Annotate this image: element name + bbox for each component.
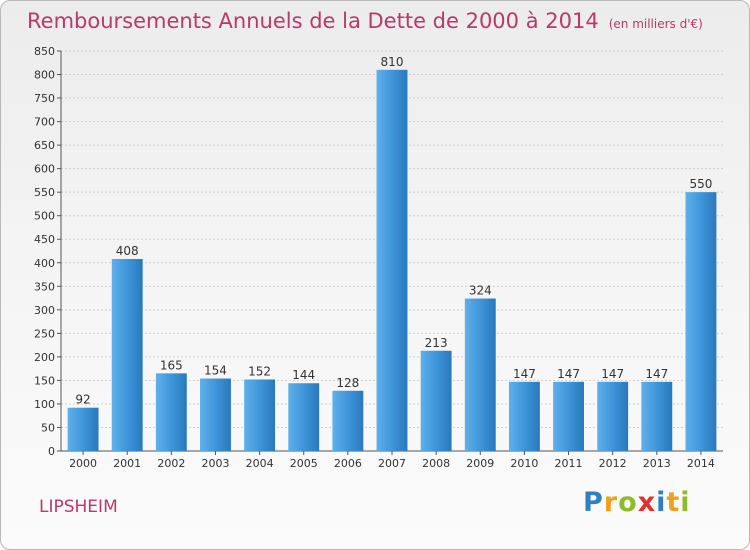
data-label: 147: [513, 367, 536, 381]
x-tick-label: 2014: [687, 457, 715, 470]
y-tick-label: 750: [34, 92, 55, 105]
data-label: 324: [469, 284, 492, 298]
chart-title-text: Remboursements Annuels de la Dette de 20…: [27, 9, 599, 33]
y-tick-label: 100: [34, 398, 55, 411]
bar-2011: [553, 381, 584, 451]
proxiti-logo: Proxiti: [583, 487, 691, 518]
x-tick-label: 2004: [246, 457, 274, 470]
y-tick-label: 650: [34, 139, 55, 152]
x-tick-label: 2002: [157, 457, 185, 470]
x-tick-label: 2010: [510, 457, 538, 470]
data-label: 128: [336, 376, 359, 390]
bar-2003: [200, 378, 231, 451]
x-tick-label: 2013: [643, 457, 671, 470]
bar-2008: [420, 350, 452, 451]
bar-2005: [288, 383, 320, 451]
y-tick-label: 600: [34, 163, 55, 176]
bar-2002: [155, 373, 187, 451]
data-label: 147: [601, 367, 624, 381]
y-tick-label: 250: [34, 327, 55, 340]
x-tick-label: 2005: [290, 457, 318, 470]
data-label: 144: [292, 368, 315, 382]
bar-2007: [376, 69, 408, 451]
y-tick-label: 350: [34, 280, 55, 293]
data-label: 408: [116, 244, 139, 258]
data-label: 147: [557, 367, 580, 381]
bar-2000: [67, 407, 99, 451]
bar-2004: [244, 379, 276, 451]
bar-2010: [508, 381, 540, 451]
y-tick-label: 200: [34, 351, 55, 364]
data-label: 165: [160, 358, 183, 372]
bar-2006: [332, 390, 364, 451]
data-label: 147: [645, 367, 668, 381]
x-tick-label: 2003: [201, 457, 229, 470]
y-tick-label: 500: [34, 210, 55, 223]
chart-unit-note: (en milliers d'€): [608, 17, 703, 31]
x-tick-label: 2009: [466, 457, 494, 470]
bar-2013: [641, 381, 673, 451]
data-label: 213: [425, 336, 448, 350]
y-tick-label: 700: [34, 116, 55, 129]
x-tick-label: 2007: [378, 457, 406, 470]
data-label: 154: [204, 364, 227, 378]
y-tick-label: 850: [34, 45, 55, 58]
data-label: 152: [248, 364, 271, 378]
x-tick-label: 2008: [422, 457, 450, 470]
y-tick-label: 800: [34, 69, 55, 82]
bar-2012: [597, 381, 629, 451]
chart-title: Remboursements Annuels de la Dette de 20…: [27, 9, 703, 33]
y-tick-label: 0: [48, 445, 55, 458]
y-tick-label: 50: [41, 421, 55, 434]
x-tick-label: 2000: [69, 457, 97, 470]
x-tick-label: 2001: [113, 457, 141, 470]
x-tick-label: 2011: [555, 457, 583, 470]
y-tick-label: 550: [34, 186, 55, 199]
x-tick-label: 2006: [334, 457, 362, 470]
bar-2014: [685, 192, 717, 452]
data-label: 550: [689, 177, 712, 191]
y-tick-label: 400: [34, 257, 55, 270]
data-label: 810: [381, 55, 404, 69]
y-tick-label: 150: [34, 374, 55, 387]
y-tick-label: 300: [34, 304, 55, 317]
bar-2001: [111, 259, 143, 451]
y-tick-label: 450: [34, 233, 55, 246]
bar-2009: [464, 298, 496, 451]
x-tick-label: 2012: [599, 457, 627, 470]
data-label: 92: [75, 393, 90, 407]
city-name: LIPSHEIM: [39, 497, 118, 517]
